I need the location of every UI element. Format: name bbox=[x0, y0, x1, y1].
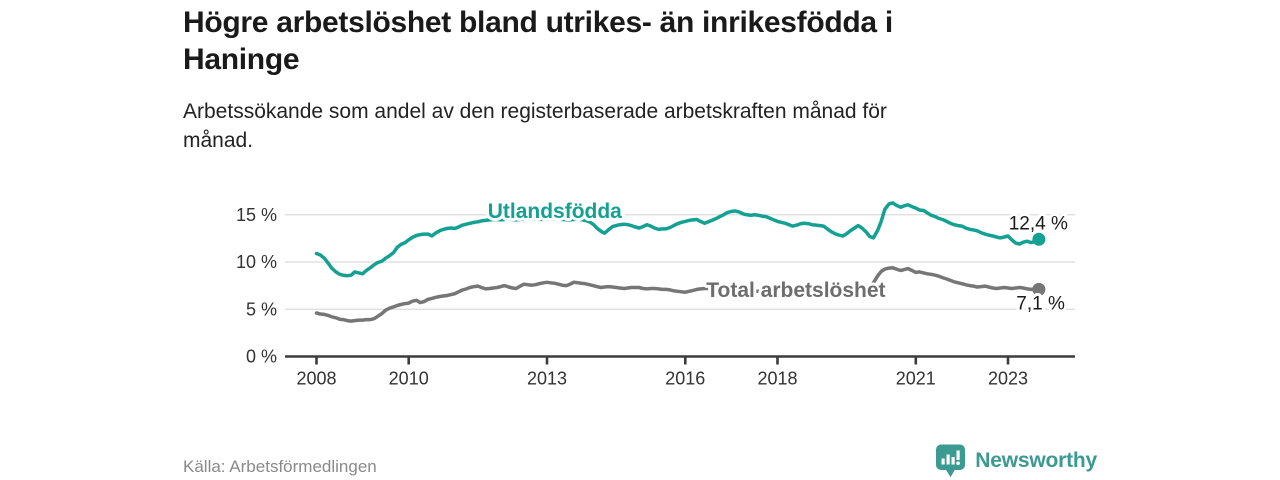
x-tick-label-2010: 2010 bbox=[389, 369, 429, 389]
series-end-value-1: 7,1 % bbox=[1016, 293, 1065, 314]
x-tick-label-2021: 2021 bbox=[896, 369, 936, 389]
series-line-0 bbox=[314, 201, 1041, 278]
source-note: Källa: Arbetsförmedlingen bbox=[183, 457, 377, 476]
series-line-1 bbox=[314, 265, 1041, 323]
series-end-dot-1 bbox=[1032, 282, 1046, 296]
subtitle-line-2: månad. bbox=[183, 129, 254, 152]
y-tick-label-5: 5 % bbox=[246, 299, 277, 319]
logo-bar-2 bbox=[946, 454, 950, 465]
logo-wordmark: Newsworthy bbox=[975, 449, 1097, 472]
series-end-value-0: 12,4 % bbox=[1009, 213, 1068, 234]
newsworthy-logo: Newsworthy bbox=[935, 444, 1097, 478]
x-tick-label-2023: 2023 bbox=[988, 369, 1028, 389]
y-tick-label-0: 0 % bbox=[246, 347, 277, 367]
x-tick-label-2018: 2018 bbox=[757, 369, 797, 389]
series-end-dot-0 bbox=[1032, 232, 1046, 246]
logo-exclaim-dot bbox=[956, 461, 961, 465]
x-tick-label-2008: 2008 bbox=[296, 369, 336, 389]
newsworthy-logo-icon bbox=[936, 444, 966, 478]
y-tick-label-15: 15 % bbox=[236, 205, 277, 225]
title-line-2: Haninge bbox=[183, 43, 300, 76]
logo-exclaim-bar bbox=[956, 450, 960, 460]
series-label-0: Utlandsfödda bbox=[488, 200, 622, 223]
chart-subtitle: Arbetssökande som andel av den registerb… bbox=[183, 97, 887, 155]
logo-bar-1 bbox=[941, 458, 945, 465]
logo-bubble-shape bbox=[936, 444, 966, 478]
subtitle-line-1: Arbetssökande som andel av den registerb… bbox=[183, 100, 887, 123]
x-tick-label-2016: 2016 bbox=[665, 369, 705, 389]
logo-bar-3 bbox=[951, 457, 955, 465]
title-line-1: Högre arbetslöshet bland utrikes- än inr… bbox=[183, 6, 893, 39]
series-label-1: Total arbetslöshet bbox=[706, 279, 885, 302]
y-tick-label-10: 10 % bbox=[236, 252, 277, 272]
x-tick-label-2013: 2013 bbox=[527, 369, 567, 389]
chart-title: Högre arbetslöshet bland utrikes- än inr… bbox=[183, 4, 893, 78]
